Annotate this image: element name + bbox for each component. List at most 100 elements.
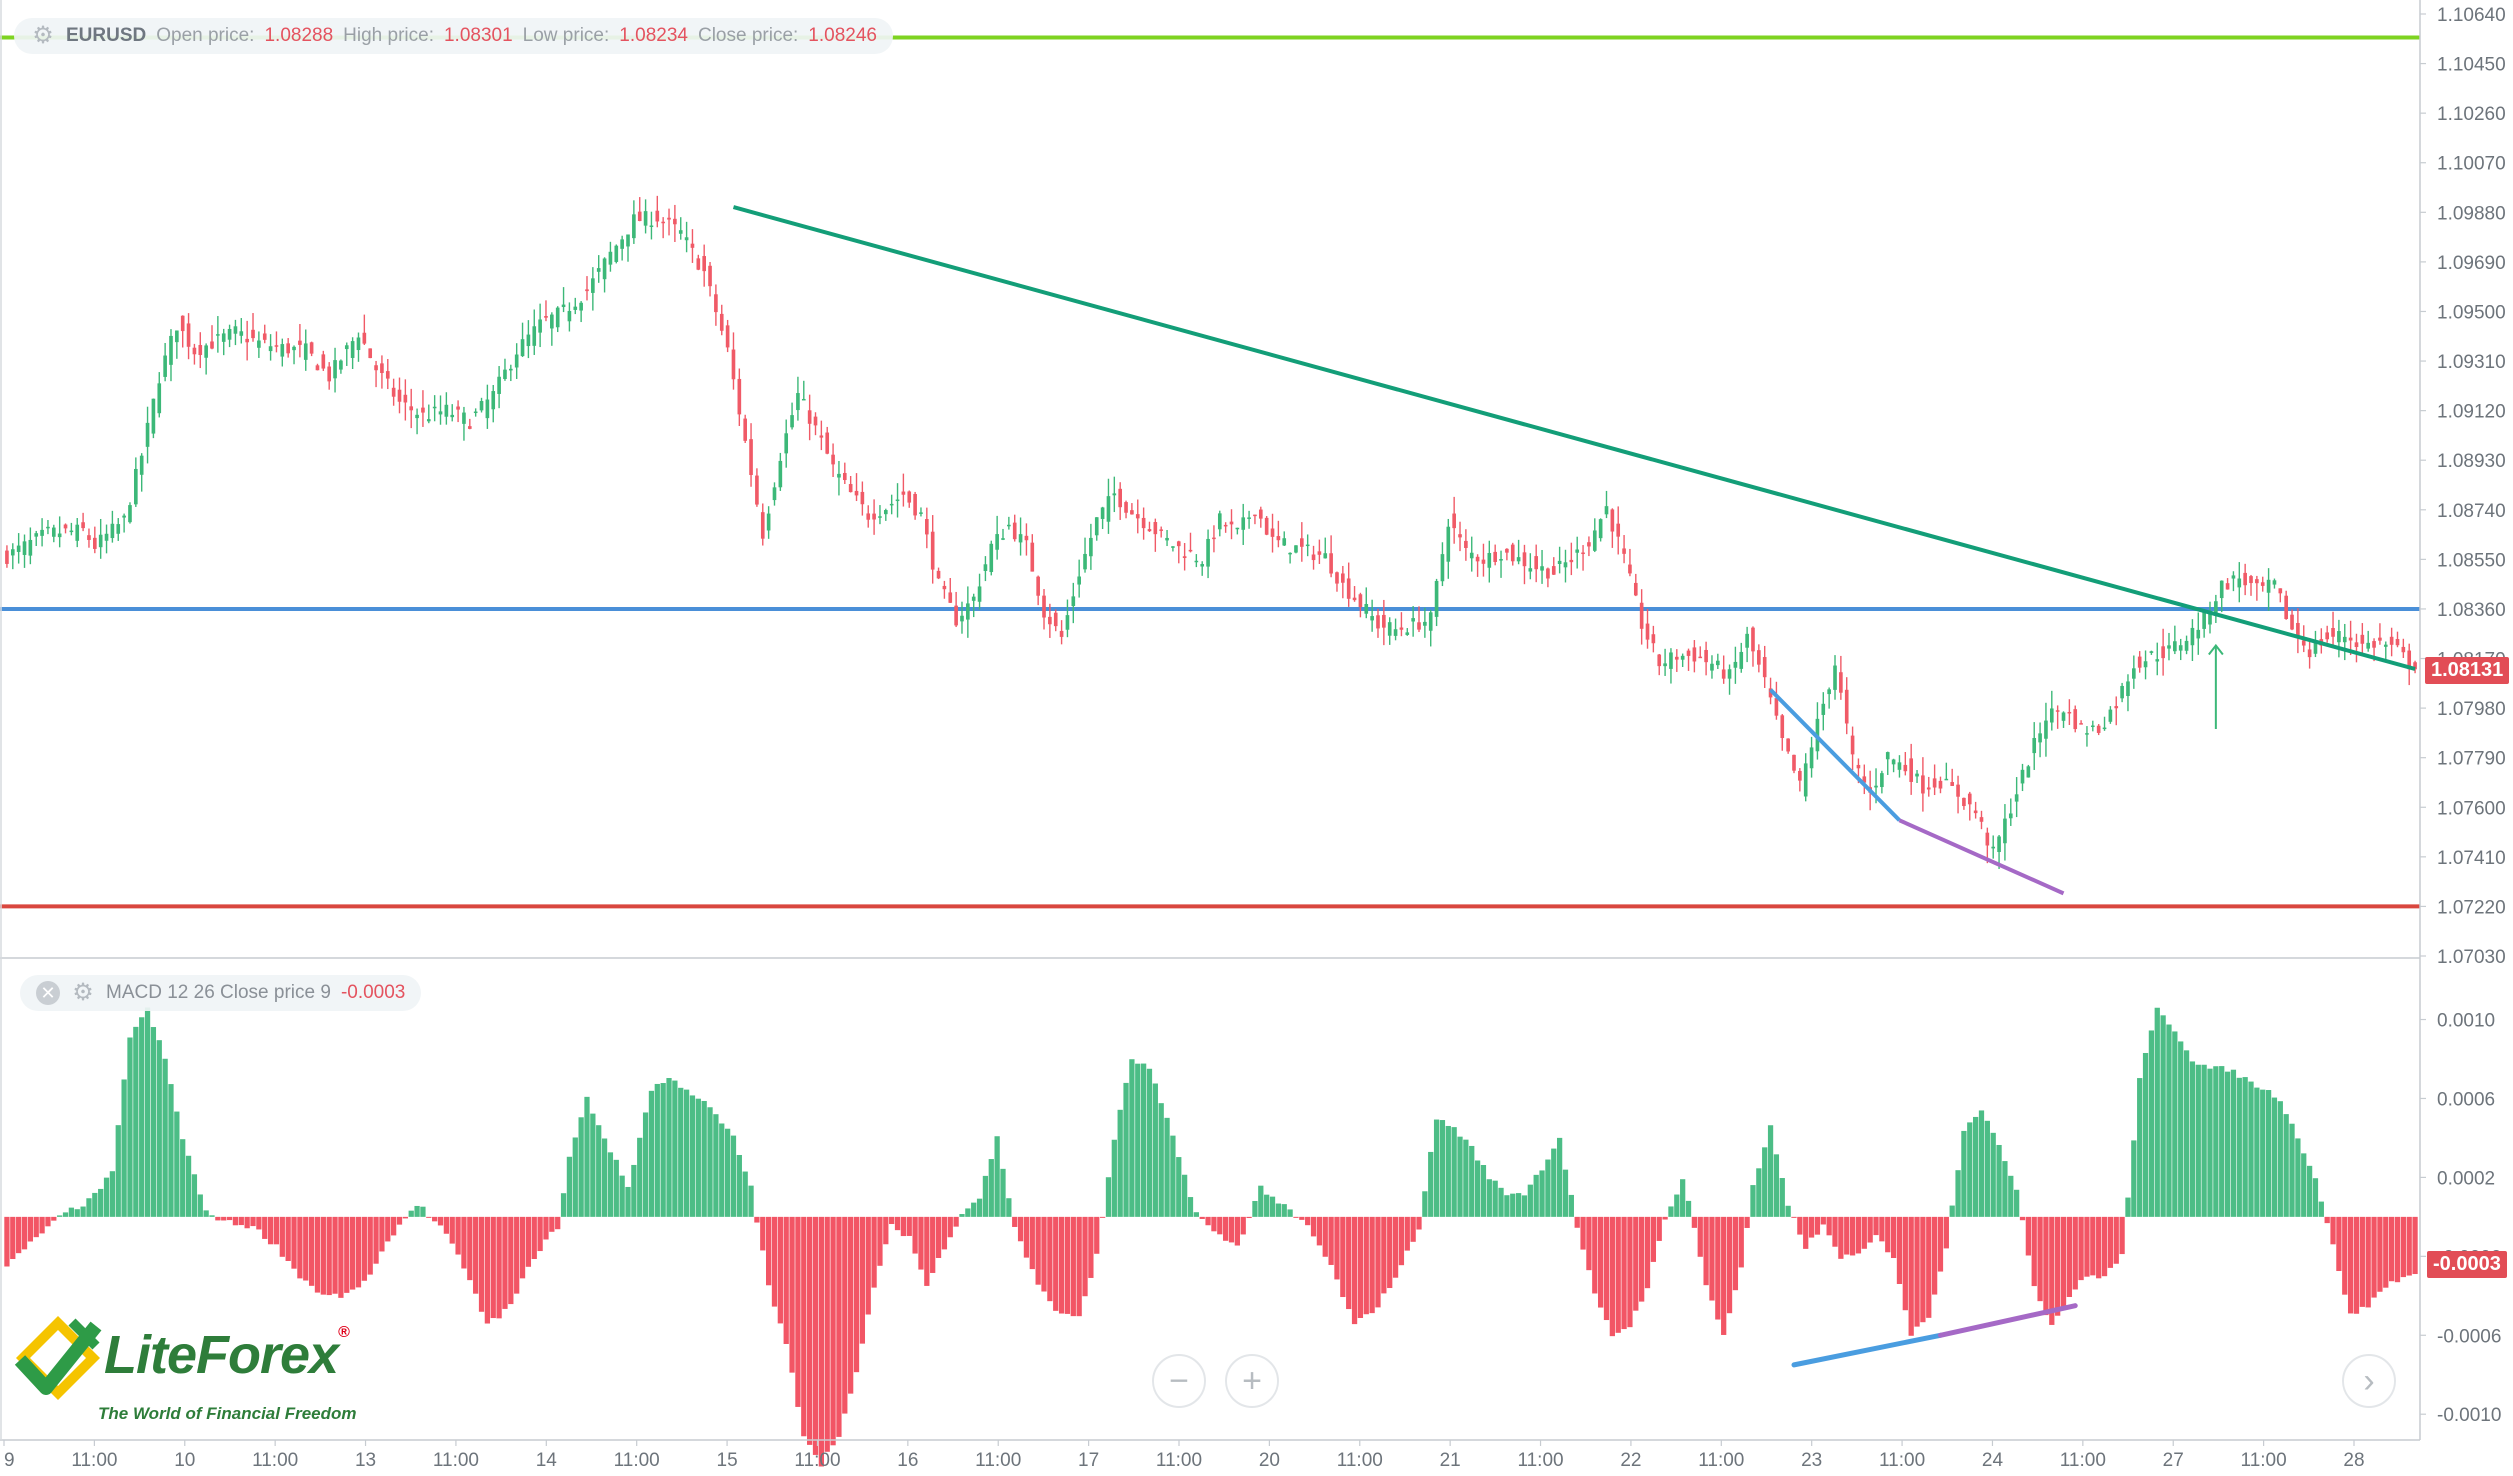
candle-bear bbox=[456, 406, 460, 410]
macd-bar-positive bbox=[724, 1128, 731, 1217]
candle-bull bbox=[485, 399, 490, 419]
candle-bull bbox=[216, 334, 220, 336]
time-tick-label: 17 bbox=[1078, 1450, 1099, 1471]
macd-bar-negative bbox=[473, 1216, 479, 1294]
zoom-out-button[interactable]: − bbox=[1152, 1354, 1206, 1408]
macd-bar-positive bbox=[625, 1186, 631, 1217]
macd-bar-negative bbox=[1328, 1216, 1334, 1265]
candle-bear bbox=[2079, 723, 2083, 725]
macd-bar-negative bbox=[2037, 1216, 2043, 1302]
candle-bull bbox=[497, 376, 501, 394]
candle-bear bbox=[1458, 534, 1462, 538]
macd-bar-positive bbox=[1264, 1194, 1270, 1217]
macd-bar-positive bbox=[2242, 1077, 2248, 1217]
candle-bear bbox=[2378, 637, 2382, 641]
candle-bear bbox=[1270, 528, 1275, 537]
candle-bull bbox=[1557, 560, 1562, 564]
candle-bull bbox=[1247, 517, 1251, 519]
macd-bar-positive bbox=[2248, 1081, 2254, 1217]
gear-icon[interactable]: ⚙ bbox=[72, 979, 94, 1006]
candle-bull bbox=[280, 344, 285, 357]
time-tick-label: 11:00 bbox=[1517, 1450, 1563, 1471]
macd-bar-negative bbox=[789, 1216, 795, 1373]
candle-bull bbox=[473, 411, 478, 414]
macd-bar-positive bbox=[2277, 1101, 2283, 1217]
macd-bar-negative bbox=[1240, 1216, 1246, 1235]
macd-bar-negative bbox=[2101, 1216, 2108, 1277]
zoom-in-button[interactable]: + bbox=[1225, 1354, 1279, 1408]
low-value: 1.08234 bbox=[619, 25, 688, 46]
macd-bar-negative bbox=[1908, 1216, 1914, 1336]
price-tick-label: 1.10640 bbox=[2437, 5, 2506, 26]
macd-bar-negative bbox=[2113, 1216, 2119, 1264]
macd-pane[interactable] bbox=[4, 1007, 2418, 1467]
candle-bull bbox=[438, 411, 443, 415]
price-tick-label: 1.07220 bbox=[2437, 897, 2506, 918]
candle-bear bbox=[2354, 642, 2359, 648]
candle-bull bbox=[555, 307, 560, 328]
candle-bear bbox=[1622, 548, 1626, 554]
candle-bull bbox=[1487, 552, 1492, 568]
candle-bear bbox=[667, 217, 671, 220]
price-tick-label: 1.08360 bbox=[2437, 600, 2506, 621]
candle-bear bbox=[1774, 698, 1779, 716]
candle-bull bbox=[784, 433, 789, 454]
macd-bar-negative bbox=[273, 1216, 280, 1245]
candle-bull bbox=[2214, 601, 2218, 614]
candle-bull bbox=[837, 473, 841, 478]
macd-bar-negative bbox=[402, 1216, 408, 1219]
candle-bull bbox=[175, 330, 179, 343]
candle-bear bbox=[1628, 564, 1632, 574]
candle-bull bbox=[1739, 651, 1744, 669]
candle-bear bbox=[1258, 509, 1263, 519]
candle-bear bbox=[913, 493, 917, 516]
candle-bull bbox=[2044, 720, 2048, 739]
candle-bull bbox=[889, 503, 894, 506]
candle-bull bbox=[2108, 709, 2113, 722]
candle-bear bbox=[298, 340, 302, 345]
time-tick-label: 27 bbox=[2163, 1450, 2184, 1471]
macd-bar-negative bbox=[1744, 1216, 1750, 1228]
candle-bull bbox=[1305, 544, 1310, 547]
macd-bar-negative bbox=[519, 1216, 526, 1279]
candle-bull bbox=[1891, 759, 1896, 765]
macd-bar-positive bbox=[197, 1194, 203, 1217]
candle-bear bbox=[2225, 583, 2230, 590]
macd-tick-label: 0.0006 bbox=[2437, 1089, 2495, 1110]
macd-bar-negative bbox=[490, 1216, 496, 1319]
gear-icon[interactable]: ⚙ bbox=[32, 22, 54, 49]
close-icon[interactable]: ✕ bbox=[36, 981, 60, 1005]
candle-bull bbox=[444, 404, 449, 417]
candle-bear bbox=[1452, 513, 1456, 529]
macd-bar-negative bbox=[314, 1216, 321, 1293]
macd-bar-positive bbox=[2154, 1007, 2160, 1217]
macd-bar-negative bbox=[830, 1216, 836, 1446]
macd-bar-positive bbox=[1515, 1193, 1522, 1217]
candle-bull bbox=[1809, 747, 1814, 769]
price-tick-label: 1.08930 bbox=[2437, 451, 2506, 472]
candle-bull bbox=[268, 346, 273, 352]
time-tick-label: 10 bbox=[174, 1450, 195, 1471]
macd-bar-negative bbox=[10, 1216, 16, 1260]
macd-bar-positive bbox=[1117, 1109, 1123, 1217]
candle-bull bbox=[602, 258, 607, 280]
ohlc-info-bar: ⚙ EURUSD Open price: 1.08288 High price:… bbox=[14, 18, 893, 54]
price-tick-label: 1.08550 bbox=[2437, 550, 2506, 571]
macd-bar-negative bbox=[437, 1216, 444, 1226]
macd-bar-positive bbox=[1140, 1063, 1147, 1217]
macd-bar-positive bbox=[115, 1125, 121, 1217]
macd-bar-negative bbox=[326, 1216, 332, 1296]
scroll-right-button[interactable]: › bbox=[2342, 1354, 2396, 1408]
macd-bar-negative bbox=[2107, 1216, 2114, 1268]
macd-bar-negative bbox=[2389, 1216, 2395, 1282]
macd-bar-negative bbox=[1644, 1216, 1651, 1289]
macd-bar-negative bbox=[1398, 1216, 1405, 1266]
candle-bear bbox=[2249, 576, 2253, 584]
candle-bear bbox=[1721, 669, 1726, 679]
candle-bull bbox=[450, 414, 455, 418]
macd-bar-negative bbox=[478, 1216, 485, 1312]
candle-bear bbox=[1932, 778, 1937, 788]
macd-bar-positive bbox=[180, 1139, 186, 1217]
